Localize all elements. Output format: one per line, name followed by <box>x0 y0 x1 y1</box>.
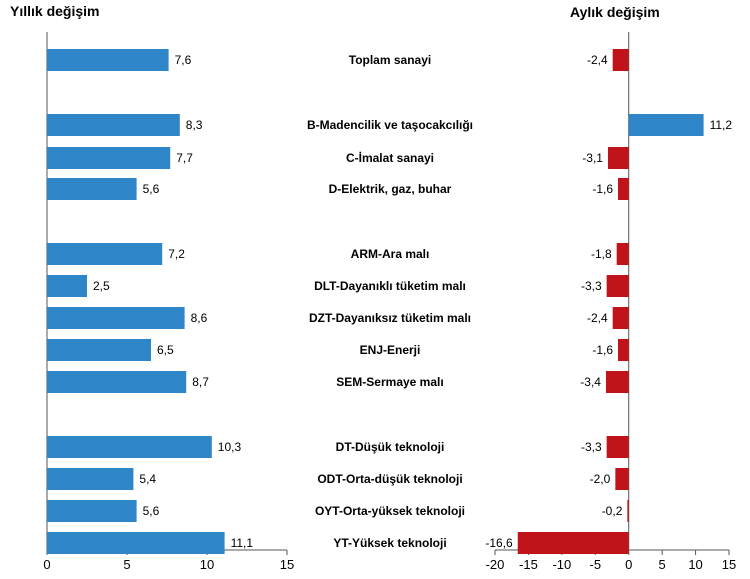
yearly-tick-label: 0 <box>43 557 50 572</box>
yearly-bar-dzt-dayaniksiz-tuketim-mali <box>47 307 185 329</box>
monthly-value-label: 11,2 <box>710 118 733 132</box>
category-label-oyt-orta-yuksek-teknoloji: OYT-Orta-yüksek teknoloji <box>315 504 465 518</box>
monthly-value-label: -1,6 <box>592 182 613 196</box>
monthly-bar-arm-ara-mali <box>616 243 629 265</box>
yearly-value-label: 8,3 <box>186 118 203 132</box>
monthly-bar-sem-sermaye-mali <box>605 371 629 393</box>
category-labels: Toplam sanayi B-Madencilik ve taşocakcılı… <box>307 53 473 550</box>
yearly-bar-d-elektrik-gaz-buhar <box>47 178 137 200</box>
category-label-sem-sermaye-mali: SEM-Sermaye malı <box>336 375 443 389</box>
yearly-bar-dt-dusuk-teknoloji <box>47 436 212 458</box>
yearly-value-label: 8,6 <box>191 311 208 325</box>
yearly-value-label: 2,5 <box>93 279 110 293</box>
monthly-change-panel: -20 -15 -10 -5 0 5 10 15 -2,4 11,2 -3,1 -1,6 -1,8 -3,… <box>485 32 736 572</box>
category-label-dlt-dayanikli-tuketim-mali: DLT-Dayanıklı tüketim malı <box>314 279 466 293</box>
monthly-value-label: -0,2 <box>602 504 623 518</box>
monthly-value-label: -2,0 <box>590 472 611 486</box>
right-panel-title: Aylık değişim <box>570 4 660 20</box>
category-label-c-imalat-sanayi: C-İmalat sanayi <box>346 150 434 165</box>
yearly-value-label: 8,7 <box>192 375 209 389</box>
category-label-d-elektrik-gaz-buhar: D-Elektrik, gaz, buhar <box>329 182 452 196</box>
yearly-bar-arm-ara-mali <box>47 243 163 265</box>
monthly-tick-label: 15 <box>722 557 736 572</box>
yearly-value-label: 10,3 <box>218 440 242 454</box>
monthly-bar-dzt-dayaniksiz-tuketim-mali <box>612 307 629 329</box>
yearly-bar-yt-yuksek-teknoloji <box>47 532 225 554</box>
monthly-value-label: -3,3 <box>581 279 602 293</box>
yearly-bar-sem-sermaye-mali <box>47 371 187 393</box>
yearly-bar-oyt-orta-yuksek-teknoloji <box>47 500 137 522</box>
category-label-toplam-sanayi: Toplam sanayi <box>349 53 431 67</box>
monthly-bar-dt-dusuk-teknoloji <box>606 436 629 458</box>
monthly-value-label: -16,6 <box>485 536 513 550</box>
monthly-bar-dlt-dayanikli-tuketim-mali <box>606 275 629 297</box>
yearly-change-panel: 0 5 10 15 7,6 8,3 7,7 5,6 7,2 2,5 8,6 6,5 8,7 10,3 5,4… <box>43 32 294 572</box>
category-label-enj-enerji: ENJ-Enerji <box>360 343 421 357</box>
monthly-bar-b-madencilik-ve-tasocakciligi <box>628 114 704 136</box>
monthly-bar-oyt-orta-yuksek-teknoloji <box>627 500 629 522</box>
monthly-bar-toplam-sanayi <box>612 49 629 71</box>
monthly-tick-label: -5 <box>590 557 602 572</box>
category-label-b-madencilik-ve-tasocakciligi: B-Madencilik ve taşocakcılığı <box>307 118 473 132</box>
monthly-value-label: -3,3 <box>581 440 602 454</box>
monthly-bar-enj-enerji <box>618 339 629 361</box>
yearly-value-label: 11,1 <box>231 536 254 550</box>
yearly-bar-b-madencilik-ve-tasocakciligi <box>47 114 180 136</box>
yearly-value-label: 7,2 <box>168 247 185 261</box>
monthly-value-label: -2,4 <box>587 311 608 325</box>
yearly-bar-c-imalat-sanayi <box>47 147 171 169</box>
yearly-bar-toplam-sanayi <box>47 49 169 71</box>
category-label-dzt-dayaniksiz-tuketim-mali: DZT-Dayanıksız tüketim malı <box>309 311 471 325</box>
monthly-bar-d-elektrik-gaz-buhar <box>618 178 629 200</box>
monthly-tick-label: 0 <box>625 557 632 572</box>
monthly-bar-odt-orta-dusuk-teknoloji <box>615 468 629 490</box>
left-panel-title: Yıllık değişim <box>10 3 99 19</box>
category-label-yt-yuksek-teknoloji: YT-Yüksek teknoloji <box>333 536 446 550</box>
yearly-bar-odt-orta-dusuk-teknoloji <box>47 468 134 490</box>
monthly-tick-label: -20 <box>486 557 505 572</box>
category-label-odt-orta-dusuk-teknoloji: ODT-Orta-düşük teknoloji <box>317 472 462 486</box>
yearly-tick-label: 5 <box>123 557 130 572</box>
monthly-bar-c-imalat-sanayi <box>607 147 629 169</box>
yearly-value-label: 5,6 <box>143 182 160 196</box>
monthly-tick-label: -15 <box>519 557 538 572</box>
monthly-bar-yt-yuksek-teknoloji <box>517 532 629 554</box>
category-label-dt-dusuk-teknoloji: DT-Düşük teknoloji <box>336 440 445 454</box>
monthly-value-label: -3,4 <box>580 375 601 389</box>
yearly-value-label: 7,6 <box>175 53 192 67</box>
yearly-tick-label: 15 <box>280 557 294 572</box>
yearly-bar-enj-enerji <box>47 339 151 361</box>
monthly-value-label: -3,1 <box>582 151 603 165</box>
category-label-arm-ara-mali: ARM-Ara malı <box>351 247 430 261</box>
yearly-value-label: 5,4 <box>139 472 156 486</box>
yearly-value-label: 5,6 <box>143 504 160 518</box>
yearly-value-label: 6,5 <box>157 343 174 357</box>
monthly-tick-label: 5 <box>659 557 666 572</box>
monthly-value-label: -1,8 <box>591 247 612 261</box>
yearly-bar-dlt-dayanikli-tuketim-mali <box>47 275 87 297</box>
monthly-value-label: -2,4 <box>587 53 608 67</box>
yearly-value-label: 7,7 <box>176 151 193 165</box>
yearly-tick-label: 10 <box>200 557 214 572</box>
monthly-value-label: -1,6 <box>592 343 613 357</box>
monthly-tick-label: -10 <box>552 557 571 572</box>
monthly-tick-label: 10 <box>688 557 702 572</box>
